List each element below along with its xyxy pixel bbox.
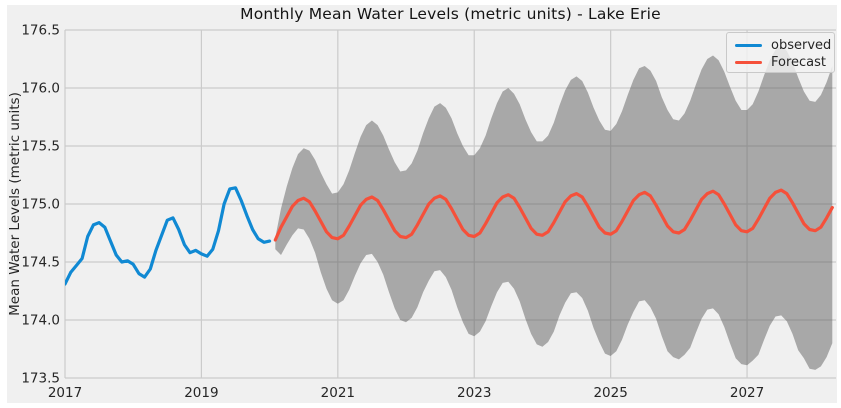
y-axis-label: Mean Water Levels (metric units)	[7, 92, 23, 316]
x-tick-label: 2019	[184, 385, 218, 401]
x-tick-label: 2021	[321, 385, 355, 401]
chart-title: Monthly Mean Water Levels (metric units)…	[240, 5, 661, 23]
x-tick-label: 2025	[593, 385, 627, 401]
y-tick-label: 176.0	[21, 81, 60, 97]
legend: observed Forecast	[726, 32, 835, 73]
y-tick-label: 174.5	[21, 255, 60, 271]
legend-label-observed: observed	[771, 38, 832, 53]
y-tick-label: 175.5	[21, 139, 60, 155]
y-tick-label: 173.5	[21, 371, 60, 387]
y-tick-label: 175.0	[21, 197, 60, 213]
legend-label-forecast: Forecast	[771, 55, 827, 70]
tick-labels: 173.5 174.0 174.5 175.0 175.5 176.0 176.5 2017 2…	[21, 23, 764, 402]
forecast-line	[273, 188, 834, 242]
forecast-confidence-band	[275, 46, 833, 370]
x-tick-label: 2017	[48, 385, 82, 401]
legend-item-observed: observed	[735, 37, 834, 54]
forecast-line-swatch	[735, 60, 762, 65]
observed-line-swatch	[735, 43, 762, 48]
x-tick-label: 2023	[457, 385, 491, 401]
y-tick-label: 176.5	[21, 23, 60, 39]
x-tick-label: 2027	[730, 385, 764, 401]
legend-item-forecast: Forecast	[735, 54, 834, 71]
y-tick-label: 174.0	[21, 313, 60, 329]
observed-line	[65, 186, 272, 286]
